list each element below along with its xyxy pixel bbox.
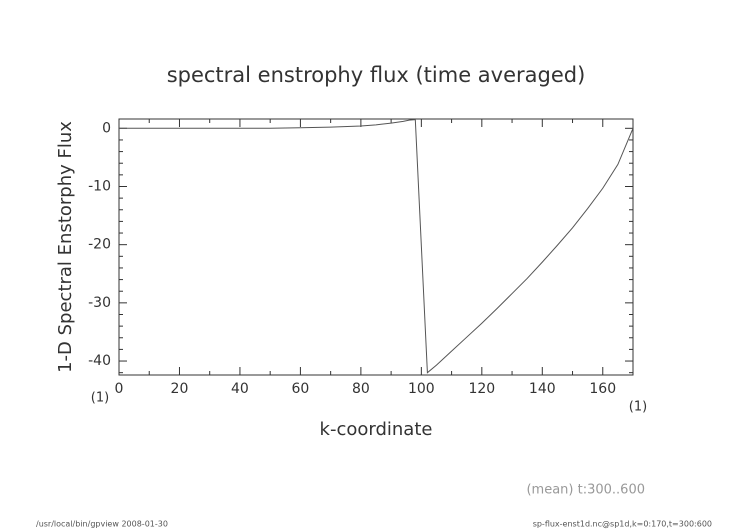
data-line: [119, 119, 633, 374]
x-tick-label: 140: [529, 381, 556, 397]
x-tick-label: 20: [171, 381, 189, 397]
x-tick-label: 120: [468, 381, 495, 397]
x-tick-label: 80: [352, 381, 370, 397]
y-tick-label: -40: [88, 353, 111, 369]
x-tick-label: 40: [231, 381, 249, 397]
plot-frame: [118, 118, 634, 376]
y-tick-label: 0: [102, 120, 111, 136]
x-tick-label: 160: [589, 381, 616, 397]
x-units: (1): [629, 400, 647, 415]
x-tick-label: 60: [291, 381, 309, 397]
y-tick-label: -20: [88, 237, 111, 253]
x-tick-label: 0: [115, 381, 124, 397]
chart-title: spectral enstrophy flux (time averaged): [167, 63, 586, 87]
y-tick-label: -10: [88, 178, 111, 194]
note: (mean) t:300..600: [526, 483, 645, 498]
y-units: (1): [91, 391, 109, 406]
y-tick-label: -30: [88, 295, 111, 311]
footer-left: /usr/local/bin/gpview 2008-01-30: [36, 520, 168, 529]
y-axis-label: 1-D Spectral Enstorphy Flux: [55, 121, 76, 373]
x-axis-label: k-coordinate: [320, 419, 433, 440]
x-tick-label: 100: [408, 381, 435, 397]
footer-right: sp-flux-enst1d.nc@sp1d,k=0:170,t=300:600: [533, 520, 712, 529]
